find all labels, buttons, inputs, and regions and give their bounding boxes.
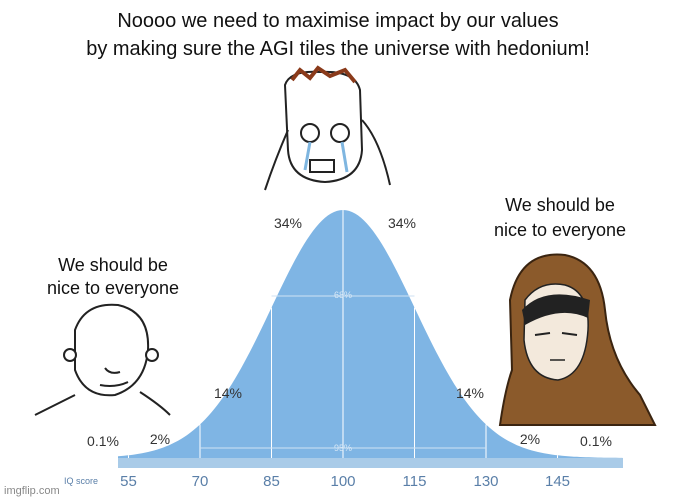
bell-curve — [118, 210, 623, 458]
axis-bar — [118, 458, 623, 468]
axis-label: 70 — [192, 473, 209, 490]
crying-face — [264, 65, 391, 191]
axis-label: 115 — [403, 473, 427, 490]
inner-label: 68% — [334, 290, 352, 300]
right-caption: We should be — [505, 195, 615, 215]
left-caption: We should be — [58, 255, 168, 275]
pct-label: 14% — [214, 385, 242, 401]
axis-title: IQ score — [64, 476, 98, 486]
axis-labels: 55 70 85 100 115 130 145 — [120, 473, 570, 490]
axis-label: 130 — [473, 473, 498, 490]
axis-label: 55 — [120, 473, 137, 490]
pct-label: 34% — [274, 215, 302, 231]
axis-label: 100 — [330, 473, 355, 490]
watermark: imgflip.com — [4, 485, 60, 497]
pct-label: 0.1% — [580, 433, 612, 449]
right-caption: nice to everyone — [494, 220, 626, 240]
curve-area — [118, 210, 623, 458]
inner-label: 95% — [334, 443, 352, 453]
pct-label: 2% — [520, 431, 540, 447]
left-caption: nice to everyone — [47, 278, 179, 298]
pct-label: 2% — [150, 431, 170, 447]
pct-label: 14% — [456, 385, 484, 401]
axis-label: 85 — [263, 473, 280, 490]
top-caption: Noooo we need to maximise impact by our … — [117, 10, 558, 32]
pct-label: 0.1% — [87, 433, 119, 449]
pct-label: 34% — [388, 215, 416, 231]
top-caption: by making sure the AGI tiles the univers… — [86, 38, 590, 60]
hooded-figure — [498, 253, 657, 426]
axis-label: 145 — [545, 473, 570, 490]
simple-face — [34, 303, 171, 416]
